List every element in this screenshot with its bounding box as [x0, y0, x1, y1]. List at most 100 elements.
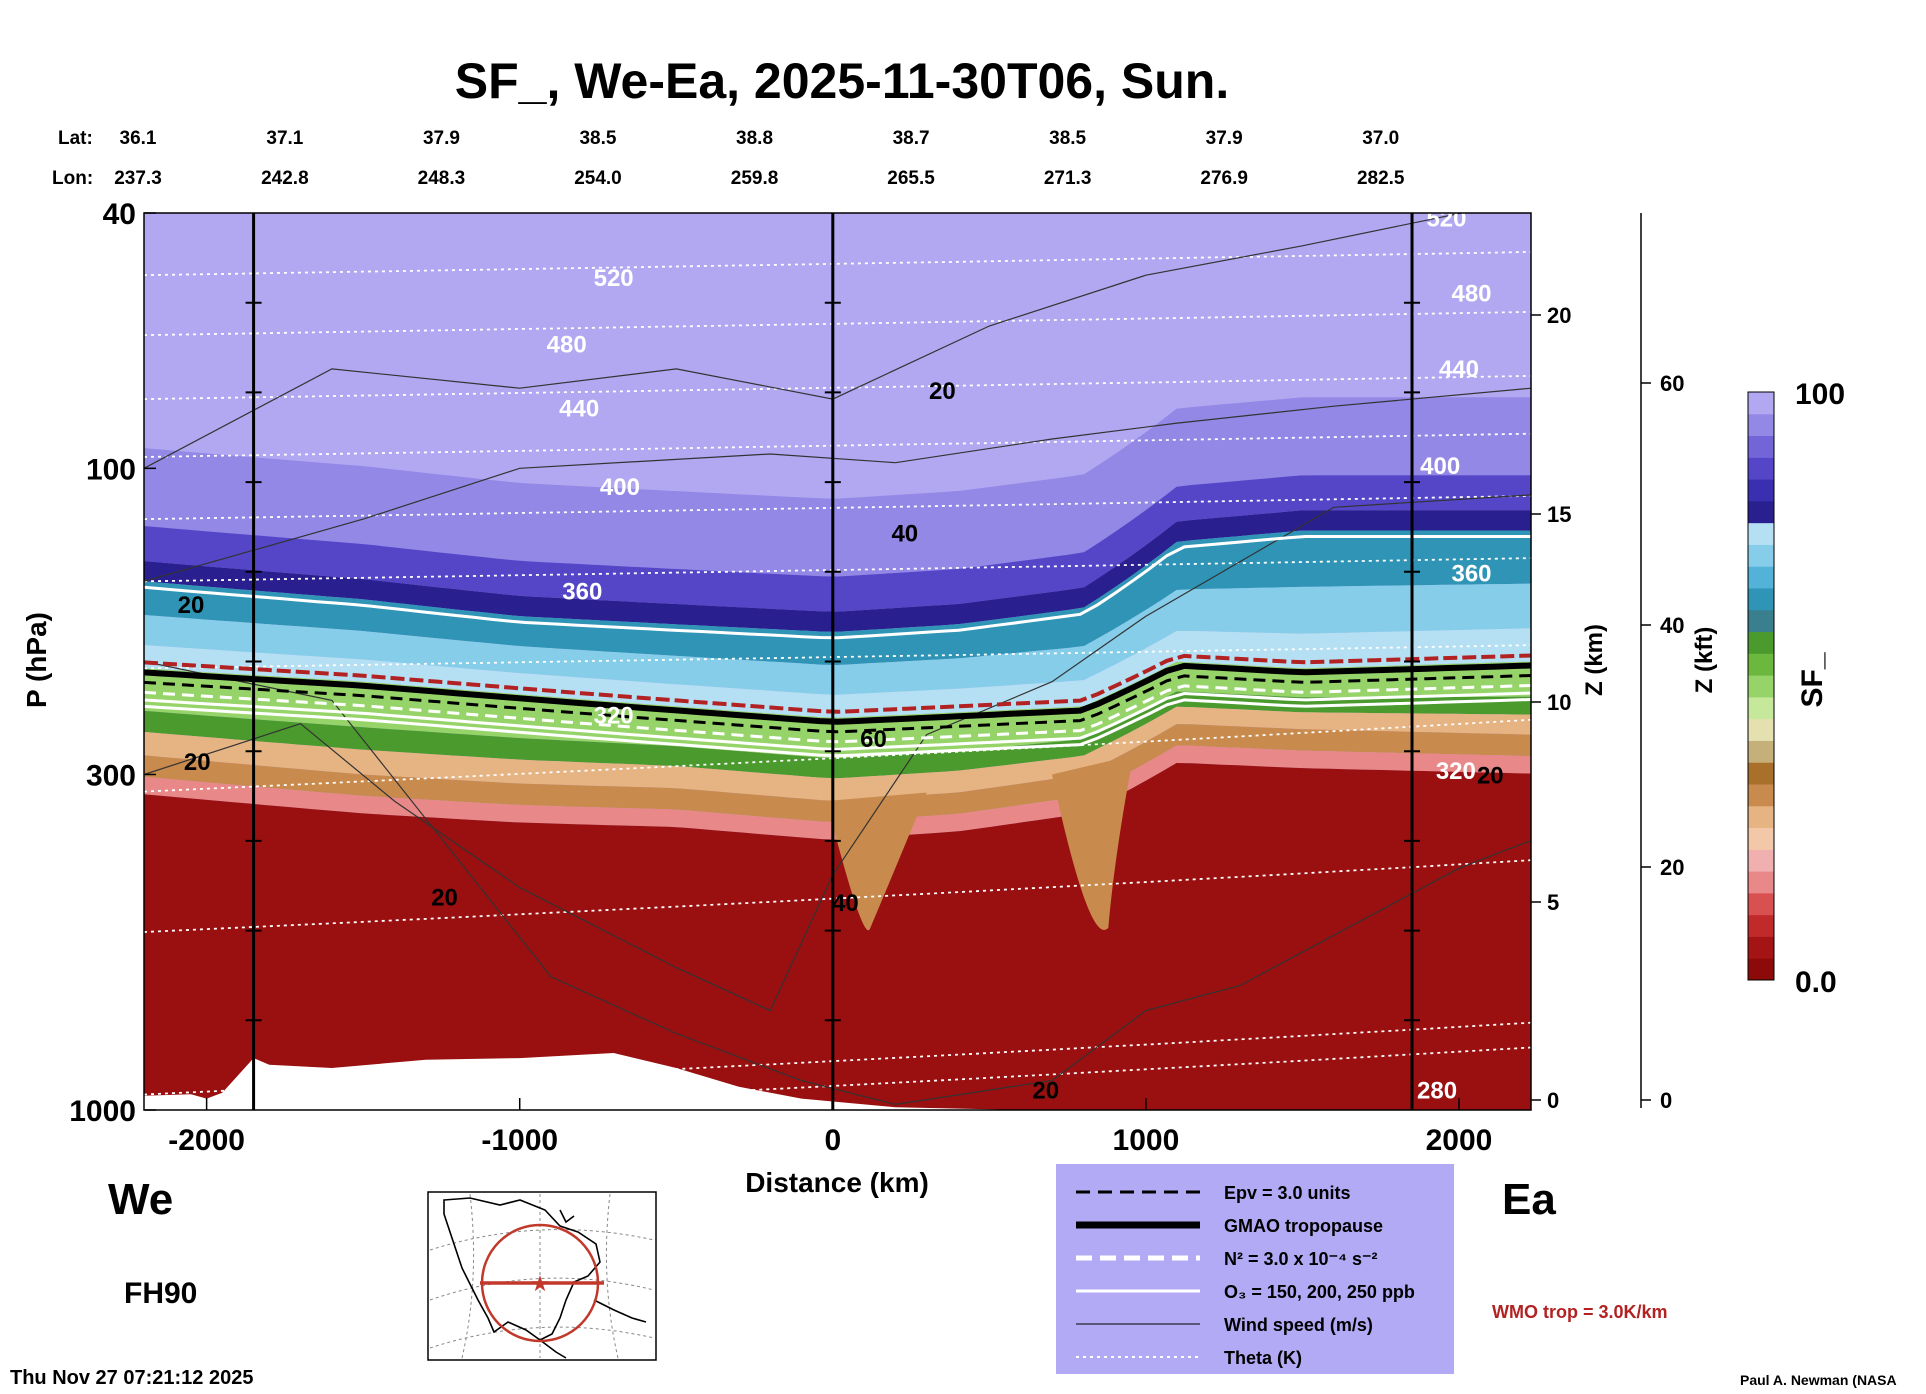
colorbar-segment	[1748, 675, 1774, 698]
lat-value: 38.5	[1049, 128, 1086, 149]
colorbar-segment	[1748, 827, 1774, 850]
colorbar-segment	[1748, 871, 1774, 894]
ozone-line	[144, 698, 1531, 758]
theta-label: 360	[1451, 560, 1491, 587]
legend: Epv = 3.0 units GMAO tropopause N² = 3.0 x…	[1056, 1164, 1454, 1374]
z-km-tick-label: 5	[1547, 890, 1559, 915]
colorbar-title: SF_	[1796, 652, 1829, 707]
lat-value: 37.9	[1206, 128, 1243, 149]
ozone-line	[144, 535, 1531, 640]
colorbar-segment	[1748, 740, 1774, 763]
field-band	[144, 763, 1531, 1110]
legend-label: Wind speed (m/s)	[1224, 1315, 1373, 1335]
field-band	[144, 397, 1531, 577]
field-band	[144, 724, 1531, 823]
colorbar-segment	[1748, 718, 1774, 741]
y-tick-label: 40	[103, 198, 136, 231]
terrain	[144, 1052, 1021, 1110]
theta-contour	[144, 718, 1531, 793]
z-kft-axis-label: Z (kft)	[1691, 627, 1718, 694]
lat-lon-row: Lat: Lon: 36.1 237.3 37.1 242.8 37.9 248.3 38.5 2…	[52, 128, 1405, 189]
wind-label: 20	[929, 378, 956, 405]
wind-contour	[144, 660, 1531, 1106]
plot-frame	[143, 212, 1532, 1111]
lon-value: 254.0	[574, 168, 622, 189]
theta-label: 520	[594, 265, 634, 292]
lat-value: 38.5	[579, 128, 616, 149]
theta-contour	[144, 859, 1531, 933]
lat-header: Lat:	[58, 128, 93, 149]
z-kft-tick-label: 60	[1660, 371, 1684, 396]
chart-title: SF_, We-Ea, 2025-11-30T06, Sun.	[455, 53, 1229, 109]
theta-label: 440	[559, 395, 599, 422]
colorbar-segment	[1748, 457, 1774, 480]
lon-value: 242.8	[261, 168, 309, 189]
colorbar-min-label: 0.0	[1795, 966, 1837, 999]
colorbar-segment	[1748, 413, 1774, 437]
x-tick-label: -2000	[168, 1124, 245, 1157]
lat-value: 38.7	[893, 128, 930, 149]
colorbar-frame	[1747, 391, 1775, 981]
colorbar-max-label: 100	[1795, 378, 1845, 411]
colorbar-segment	[1748, 805, 1774, 829]
colorbar-segment	[1748, 696, 1774, 720]
tropopause-lines	[144, 535, 1531, 758]
theta-label: 280	[1417, 1078, 1457, 1105]
wmo-tropopause-line	[144, 653, 1531, 714]
theta-label: 320	[1436, 758, 1476, 785]
lat-value: 37.0	[1362, 128, 1399, 149]
theta-label: 440	[1439, 356, 1479, 383]
theta-label: 480	[1451, 281, 1491, 308]
colorbar-segment	[1748, 609, 1774, 633]
lat-value: 38.8	[736, 128, 773, 149]
theta-contour	[144, 311, 1531, 336]
z-km-tick-label: 0	[1547, 1088, 1559, 1113]
theta-contour	[144, 1021, 1531, 1096]
y-tick-label: 300	[86, 759, 136, 792]
map-center-star-icon: ★	[530, 1272, 550, 1297]
lon-header: Lon:	[52, 168, 93, 189]
colorbar-segment	[1748, 566, 1774, 589]
lat-value: 37.1	[266, 128, 303, 149]
theta-contour	[144, 432, 1531, 458]
y-axis: 40 100 300 1000	[69, 198, 156, 1128]
x-tick-label: 0	[824, 1124, 841, 1157]
theta-contour	[144, 251, 1531, 277]
colorbar	[1747, 391, 1775, 981]
y-axis-label: P (hPa)	[21, 612, 52, 708]
colorbar-segment	[1748, 892, 1774, 916]
z-km-tick-label: 15	[1547, 502, 1571, 527]
wind-contour	[144, 494, 1531, 1012]
theta-contour	[144, 375, 1531, 400]
legend-label: O₃ = 150, 200, 250 ppb	[1224, 1282, 1415, 1302]
contour-labels: 520 480 440 400 360 320 520 480 440 400 360 320 280 2…	[178, 213, 1504, 1105]
wind-label: 20	[178, 592, 205, 619]
x-axis-label: Distance (km)	[745, 1167, 929, 1198]
wind-contour	[144, 387, 1531, 582]
wind-label: 20	[1032, 1078, 1059, 1105]
colorbar-segment	[1748, 784, 1774, 807]
west-label: We	[108, 1175, 173, 1224]
plot-area: 520 480 440 400 360 320 520 480 440 400 360 320 280 2…	[144, 213, 1531, 1110]
wind-label: 60	[860, 726, 887, 753]
x-tick-label: 2000	[1426, 1124, 1493, 1157]
colorbar-segment	[1748, 392, 1774, 415]
x-tick-label: -1000	[481, 1124, 558, 1157]
ozone-line	[144, 691, 1531, 751]
theta-label: 400	[1420, 453, 1460, 480]
colorbar-segment	[1748, 522, 1774, 545]
wind-label: 40	[832, 890, 859, 917]
colorbar-segment	[1748, 631, 1774, 654]
legend-background	[1056, 1164, 1454, 1374]
colorbar-segment	[1748, 849, 1774, 872]
z-km-axis: 0 5 10 15 20	[1531, 303, 1571, 1113]
wind-label: 20	[184, 749, 211, 776]
lon-value: 282.5	[1357, 168, 1405, 189]
lon-value: 237.3	[114, 168, 162, 189]
legend-label: N² = 3.0 x 10⁻⁴ s⁻²	[1224, 1249, 1377, 1269]
z-kft-tick-label: 20	[1660, 855, 1684, 880]
lon-value: 271.3	[1044, 168, 1092, 189]
forecast-hour: FH90	[124, 1277, 197, 1310]
field-band	[1051, 755, 1134, 930]
field-band	[144, 583, 1531, 695]
